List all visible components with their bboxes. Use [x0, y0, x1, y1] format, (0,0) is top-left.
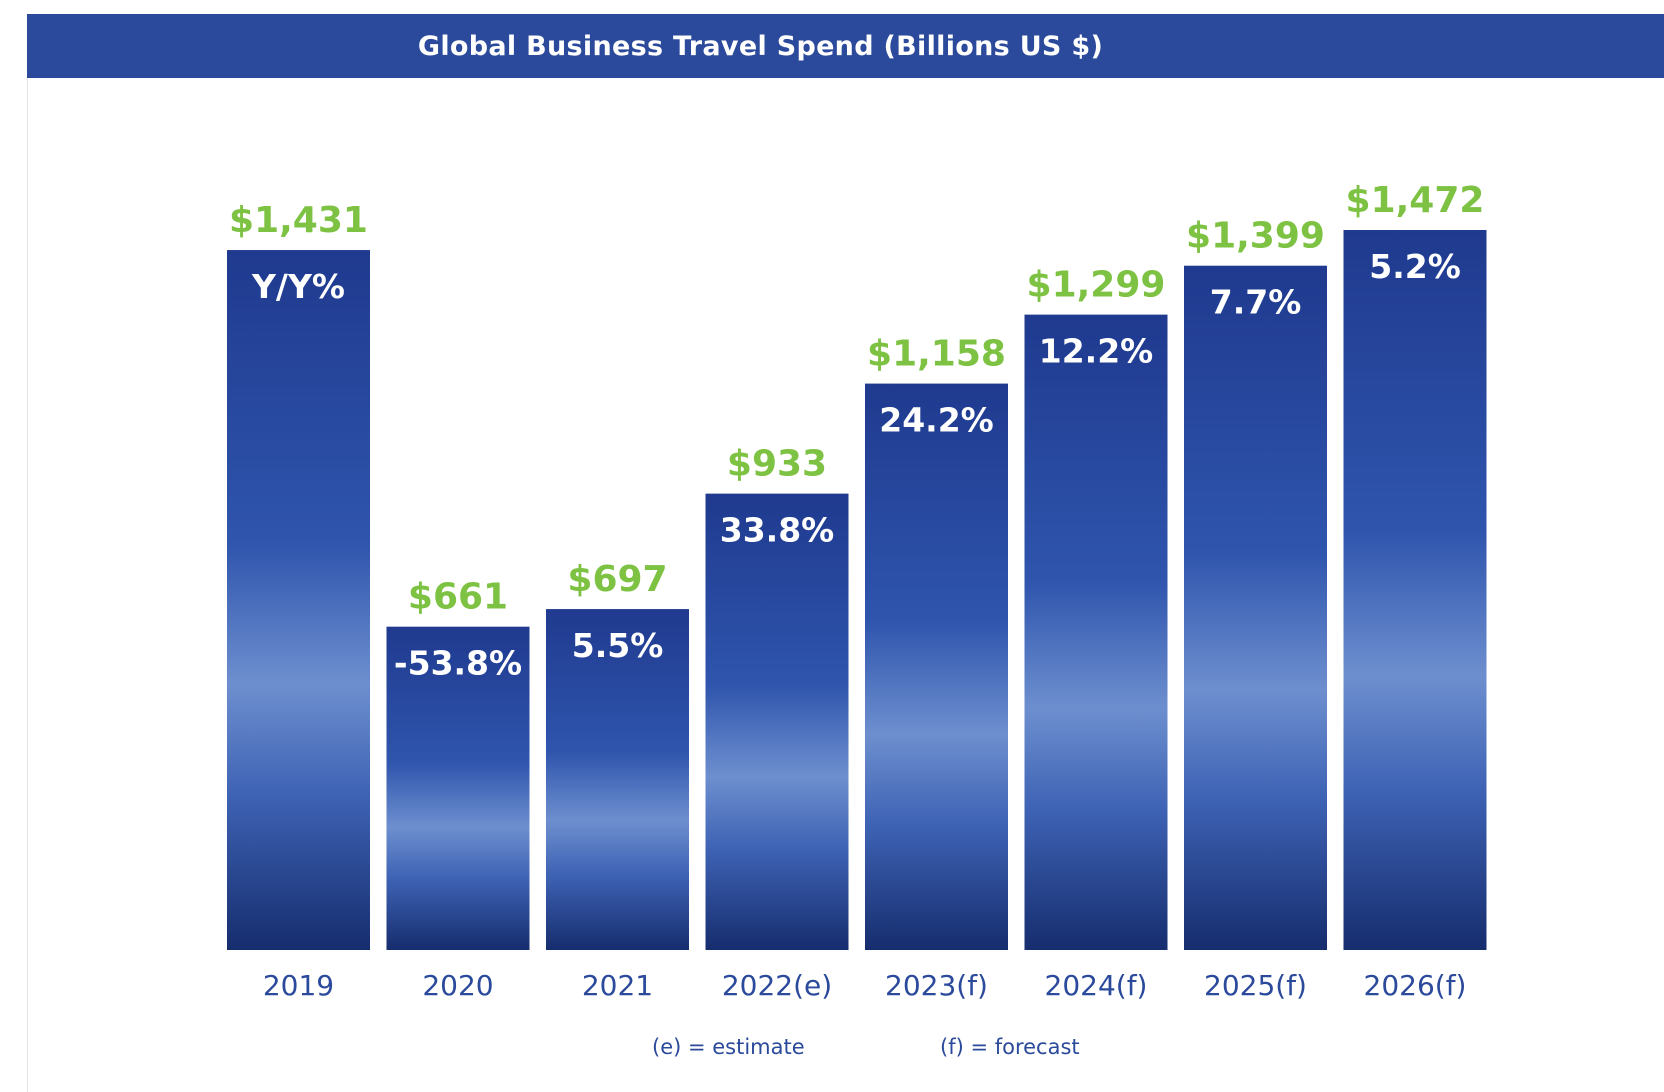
estimate-note: (e) = estimate: [652, 1035, 805, 1059]
bar-2025(f): [1184, 265, 1327, 950]
value-label-2026(f): $1,472: [1346, 180, 1485, 221]
yoy-label-2026(f): 5.2%: [1369, 247, 1461, 286]
yoy-label-2023(f): 24.2%: [879, 401, 994, 440]
category-label-2019: 2019: [263, 969, 334, 1002]
bar-2022(e): [705, 493, 849, 950]
chart-title: Global Business Travel Spend (Billions U…: [417, 30, 1104, 62]
category-label-2022(e): 2022(e): [722, 969, 832, 1002]
category-label-2024(f): 2024(f): [1045, 969, 1148, 1002]
yoy-label-2020: -53.8%: [394, 644, 522, 683]
bar-2026(f): [1343, 230, 1487, 950]
yoy-label-2022(e): 33.8%: [720, 511, 835, 550]
value-label-2023(f): $1,158: [867, 334, 1006, 375]
yoy-label-2021: 5.5%: [572, 626, 664, 665]
category-label-2023(f): 2023(f): [885, 969, 988, 1002]
value-label-2019: $1,431: [229, 200, 368, 241]
value-label-2022(e): $933: [727, 444, 827, 485]
left-border-line: [27, 78, 28, 1092]
yoy-label-2024(f): 12.2%: [1039, 332, 1154, 371]
category-label-2021: 2021: [582, 969, 653, 1002]
bar-2021: [546, 609, 689, 950]
category-label-2026(f): 2026(f): [1364, 969, 1467, 1002]
yoy-label-2019: Y/Y%: [251, 267, 345, 306]
category-label-2025(f): 2025(f): [1204, 969, 1307, 1002]
bar-2024(f): [1024, 314, 1168, 950]
value-label-2021: $697: [567, 559, 667, 600]
bar-2019: [227, 250, 370, 951]
yoy-label-2025(f): 7.7%: [1210, 283, 1302, 322]
value-label-2025(f): $1,399: [1186, 216, 1325, 257]
forecast-note: (f) = forecast: [940, 1035, 1080, 1059]
bar-2020: [386, 626, 530, 950]
title-banner: Global Business Travel Spend (Billions U…: [27, 14, 1664, 78]
value-label-2024(f): $1,299: [1027, 265, 1166, 306]
category-label-2020: 2020: [422, 969, 493, 1002]
value-label-2020: $661: [408, 577, 508, 618]
bar-2023(f): [865, 383, 1008, 951]
